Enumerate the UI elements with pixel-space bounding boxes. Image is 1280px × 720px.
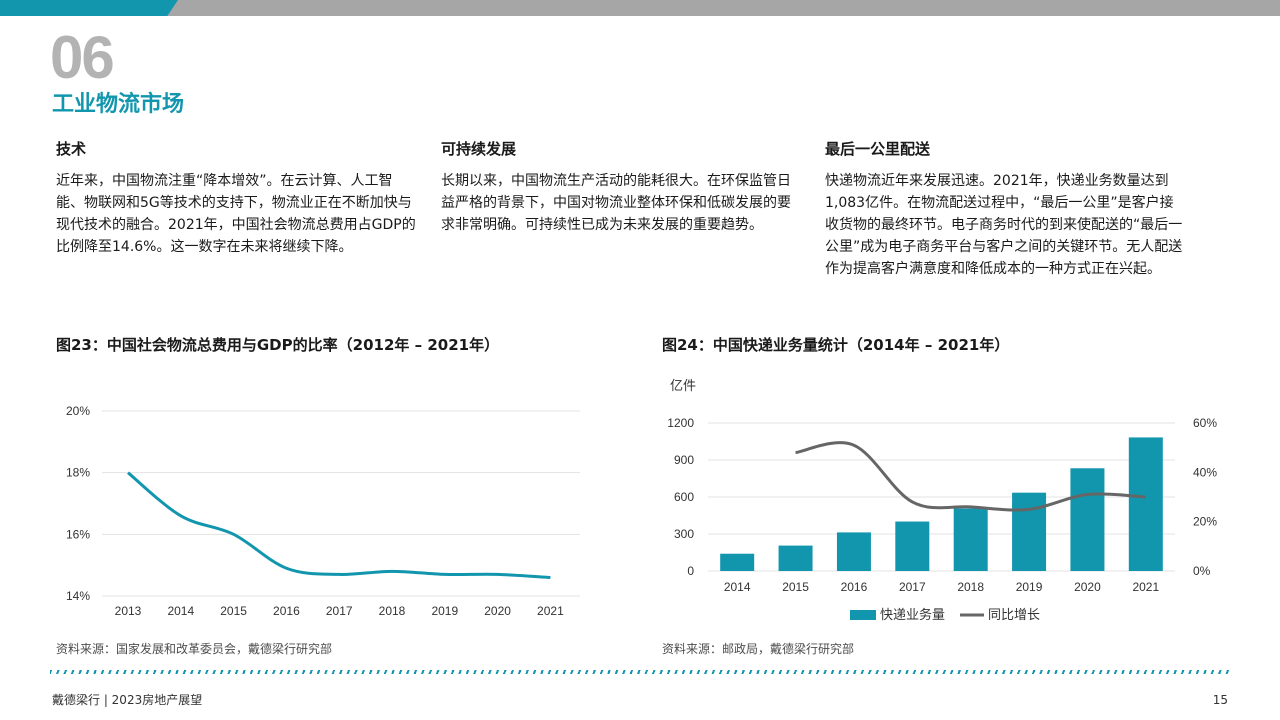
- column-heading: 最后一公里配送: [825, 140, 931, 158]
- x-tick-label: 2018: [379, 604, 406, 618]
- bar: [1070, 468, 1105, 571]
- bar: [778, 545, 813, 571]
- x-tick-label: 2014: [167, 604, 194, 618]
- page-number: 15: [1212, 693, 1228, 707]
- x-tick-label: 2017: [326, 604, 353, 618]
- y-tick-label: 900: [674, 453, 694, 467]
- column-body: 快递物流近年来发展迅速。2021年，快递业务数量达到1,083亿件。在物流配送过…: [825, 173, 1183, 277]
- legend-label: 同比增长: [988, 607, 1040, 622]
- x-tick-label: 2019: [1016, 580, 1043, 594]
- x-tick-label: 2021: [537, 604, 564, 618]
- express-volume-chart: 亿件 0 300 600 900 1200 0% 20% 40% 60% 2014 2015 2016 2…: [667, 378, 1217, 622]
- top-accent: [0, 0, 178, 16]
- x-tick-label: 2019: [431, 604, 458, 618]
- footer-brand: 戴德梁行 | 2023房地产展望: [52, 693, 203, 707]
- column-technology: 技术 近年来，中国物流注重“降本增效”。在云计算、人工智能、物联网和5G等技术的…: [56, 138, 416, 258]
- figure-23-title: 图23：中国社会物流总费用与GDP的比率（2012年 – 2021年）: [56, 336, 500, 354]
- x-tick-label: 2021: [1132, 580, 1159, 594]
- y2-tick-label: 60%: [1193, 416, 1217, 430]
- bar: [1128, 437, 1163, 571]
- section-title: 工业物流市场: [52, 92, 185, 117]
- series-line: [127, 471, 551, 579]
- y-tick-label: 20%: [66, 404, 90, 418]
- y2-tick-label: 0%: [1193, 564, 1211, 578]
- y-tick-label: 600: [674, 490, 694, 504]
- bar: [953, 508, 988, 571]
- y2-tick-label: 40%: [1193, 465, 1217, 479]
- column-body: 长期以来，中国物流生产活动的能耗很大。在环保监管日益严格的背景下，中国对物流业整…: [441, 173, 791, 233]
- y-tick-label: 1200: [667, 416, 694, 430]
- legend-label: 快递业务量: [880, 607, 945, 622]
- bar: [836, 532, 871, 571]
- column-body: 近年来，中国物流注重“降本增效”。在云计算、人工智能、物联网和5G等技术的支持下…: [56, 173, 416, 255]
- x-tick-label: 2017: [899, 580, 926, 594]
- bar: [720, 553, 755, 571]
- x-tick-label: 2020: [484, 604, 511, 618]
- logistics-cost-ratio-chart: 14% 16% 18% 20% 2013 2014 2015 2016 2017 2018 2019…: [66, 404, 580, 618]
- column-heading: 技术: [56, 140, 87, 158]
- y2-tick-label: 20%: [1193, 515, 1217, 529]
- figure-24-source: 资料来源：邮政局，戴德梁行研究部: [662, 642, 855, 656]
- x-tick-label: 2016: [273, 604, 300, 618]
- figure-24-title: 图24：中国快递业务量统计（2014年 – 2021年）: [662, 336, 1010, 354]
- y-axis-unit: 亿件: [670, 378, 696, 393]
- x-tick-label: 2015: [782, 580, 809, 594]
- x-tick-label: 2015: [220, 604, 247, 618]
- column-last-mile: 最后一公里配送 快递物流近年来发展迅速。2021年，快递业务数量达到1,083亿…: [825, 138, 1185, 280]
- y-tick-label: 18%: [66, 466, 90, 480]
- y-tick-label: 14%: [66, 589, 90, 603]
- bar: [895, 521, 930, 571]
- column-heading: 可持续发展: [441, 140, 517, 158]
- x-tick-label: 2014: [724, 580, 751, 594]
- growth-line: [795, 441, 1146, 512]
- dashed-divider: [50, 670, 1230, 674]
- bar: [1012, 492, 1047, 571]
- y-tick-label: 0: [687, 564, 694, 578]
- figure-23-source: 资料来源：国家发展和改革委员会，戴德梁行研究部: [56, 642, 333, 656]
- column-sustainability: 可持续发展 长期以来，中国物流生产活动的能耗很大。在环保监管日益严格的背景下，中…: [441, 138, 801, 236]
- x-tick-label: 2020: [1074, 580, 1101, 594]
- section-number: 06: [50, 24, 115, 91]
- y-tick-label: 300: [674, 527, 694, 541]
- x-tick-label: 2013: [115, 604, 142, 618]
- top-bar: [0, 0, 1280, 16]
- x-tick-label: 2018: [957, 580, 984, 594]
- y-tick-label: 16%: [66, 527, 90, 541]
- legend-swatch-bar: [850, 610, 876, 620]
- x-tick-label: 2016: [841, 580, 868, 594]
